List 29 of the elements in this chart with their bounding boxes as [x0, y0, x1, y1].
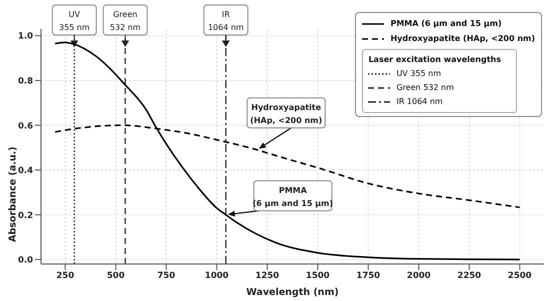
y-tick-label: 0.0: [18, 256, 34, 266]
x-tick-label: 1000: [204, 271, 229, 282]
y-tick-label: 0.4: [18, 166, 34, 176]
y-axis-title: Absorbance (a.u.): [7, 146, 18, 242]
x-tick-label: 500: [106, 271, 125, 282]
y-tick-label: 0.2: [18, 210, 34, 221]
y-tick-label: 1.0: [18, 32, 34, 42]
x-tick-label: 2000: [406, 271, 431, 282]
x-tick-label: 2500: [508, 271, 532, 282]
x-tick-label: 1250: [255, 271, 280, 282]
x-tick-label: 250: [56, 271, 74, 282]
ref-line-label: UV 355 nm: [58, 10, 90, 32]
x-axis-title: Wavelength (nm): [246, 287, 339, 298]
legend-label: Hydroxyapatite (HAp, <200 nm): [389, 33, 535, 45]
ref-line-label: IR 1064 nm: [208, 10, 244, 32]
annotation: Hydroxyapatite (HAp, <200 nm): [250, 102, 322, 125]
x-tick-label: 2250: [457, 271, 482, 282]
legend-label: PMMA (6 μm and 15 μm): [389, 18, 503, 30]
y-tick-label: 0.8: [18, 76, 34, 86]
legend-title: Laser excitation wavelengths: [368, 54, 502, 66]
x-tick-label: 1750: [356, 271, 380, 282]
x-tick-label: 750: [157, 271, 176, 282]
text: IR 1064 nm: [396, 97, 443, 106]
annotation: PMMA (6 μm and 15 μm): [252, 186, 334, 208]
y-tick-label: 0.6: [18, 121, 34, 132]
x-tick-label: 1500: [306, 271, 330, 282]
ref-line-label: Green 532 nm: [110, 10, 141, 32]
text: UV 355 nm: [396, 69, 441, 78]
text: Green 532 nm: [396, 83, 454, 92]
